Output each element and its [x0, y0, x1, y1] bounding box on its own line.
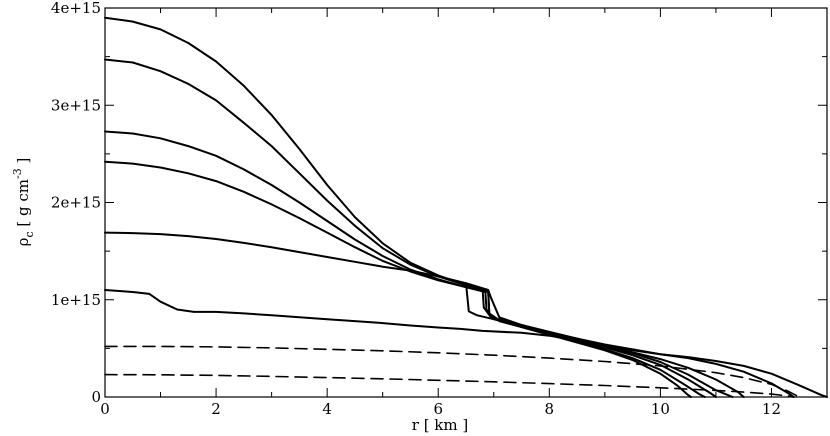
x-axis-label: r [ km ]	[412, 416, 469, 434]
series-line-1	[104, 16, 692, 398]
y-tick-label: 0	[91, 388, 101, 406]
x-tick-label: 12	[762, 400, 781, 418]
x-tick-label: 8	[545, 400, 555, 418]
series-line-5	[104, 231, 745, 398]
y-axis-label: ρc [ g cm-3 ]	[11, 158, 36, 247]
curves-group	[104, 16, 828, 398]
x-axis-ticks: 0 2 4 6 8 10 12	[100, 8, 781, 418]
y-tick-label: 1e+15	[51, 291, 101, 309]
x-tick-label: 0	[100, 400, 110, 418]
series-line-6	[104, 289, 795, 398]
series-line-4	[104, 160, 734, 398]
series-line-9	[104, 373, 795, 398]
x-tick-label: 4	[322, 400, 332, 418]
y-tick-label: 4e+15	[51, 0, 101, 17]
x-tick-label: 10	[651, 400, 670, 418]
y-tick-label: 3e+15	[51, 96, 101, 114]
series-line-8	[104, 345, 800, 398]
y-axis-ticks: 0 1e+15 2e+15 3e+15 4e+15	[51, 0, 827, 406]
x-tick-label: 2	[211, 400, 221, 418]
plot-frame	[104, 7, 828, 398]
series-line-10	[465, 282, 828, 398]
x-tick-label: 6	[433, 400, 443, 418]
y-tick-label: 2e+15	[51, 194, 101, 212]
